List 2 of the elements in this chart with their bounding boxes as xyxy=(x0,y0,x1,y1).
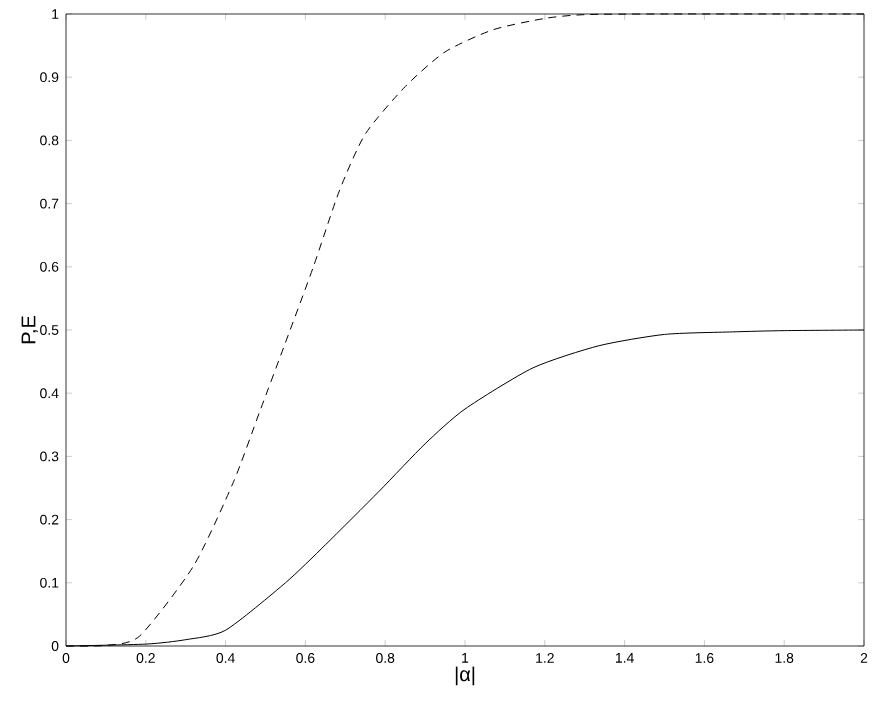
y-axis-title: P,E xyxy=(21,316,38,344)
x-axis-title: |α| xyxy=(455,666,475,686)
